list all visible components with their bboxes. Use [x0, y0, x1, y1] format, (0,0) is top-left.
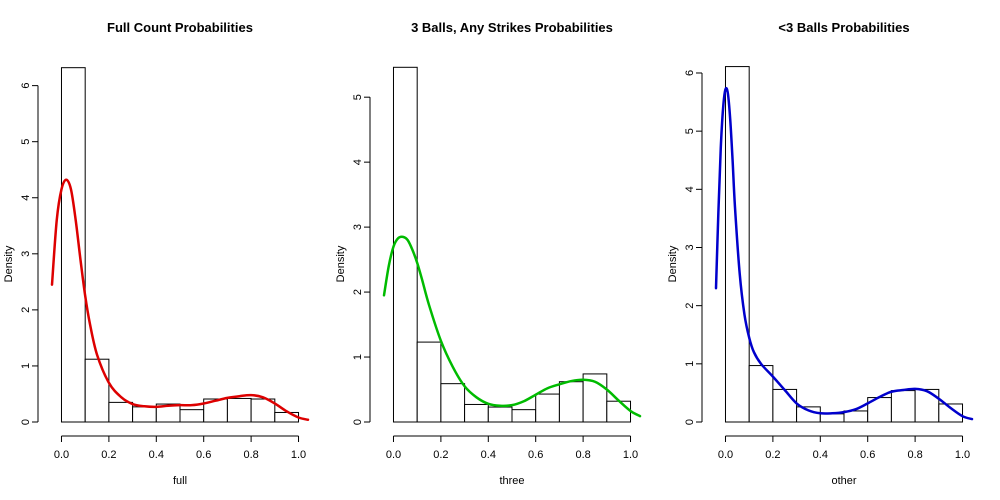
x-axis: 0.0 0.2 0.4 0.6 0.8 1.0 [718, 435, 970, 461]
x-axis: 0.0 0.2 0.4 0.6 0.8 1.0 [54, 435, 306, 461]
x-tick-label: 0.4 [149, 449, 164, 461]
chart-title: Full Count Probabilities [107, 20, 253, 35]
y-tick-label: 1 [352, 354, 364, 360]
histogram-bar [819, 413, 845, 423]
y-tick-label: 2 [352, 289, 364, 295]
panel-under-three-balls: <3 Balls Probabilities other Density 0.0… [667, 20, 974, 487]
y-tick-label: 0 [20, 419, 32, 425]
x-tick-label: 0.2 [101, 449, 116, 461]
x-tick-label: 0.2 [765, 449, 780, 461]
histogram-bar [558, 381, 584, 423]
y-tick-label: 0 [684, 419, 696, 425]
x-axis-label: full [173, 475, 187, 487]
histogram-bars [392, 66, 632, 423]
x-tick-label: 0.4 [481, 449, 496, 461]
x-tick-label: 0.0 [718, 449, 733, 461]
y-tick-label: 5 [20, 139, 32, 145]
y-tick-label: 5 [352, 94, 364, 100]
y-tick-label: 6 [684, 70, 696, 76]
x-tick-label: 1.0 [291, 449, 306, 461]
y-axis: 0 1 2 3 4 5 [352, 94, 371, 425]
x-axis: 0.0 0.2 0.4 0.6 0.8 1.0 [386, 435, 638, 461]
chart-title: <3 Balls Probabilities [778, 20, 909, 35]
histogram-bar [132, 406, 157, 423]
panel-full-count: Full Count Probabilities full Density 0.… [3, 20, 310, 487]
density-curve [50, 178, 310, 422]
y-axis-label: Density [667, 245, 679, 282]
x-tick-label: 0.8 [243, 449, 258, 461]
histogram-bar [226, 397, 252, 423]
histogram-bar [416, 341, 442, 423]
x-tick-label: 0.0 [386, 449, 401, 461]
histogram-bar [84, 358, 110, 423]
y-axis-label: Density [335, 245, 347, 282]
y-tick-label: 1 [684, 361, 696, 367]
x-tick-label: 0.6 [860, 449, 875, 461]
histogram-bar [890, 390, 916, 423]
y-tick-label: 1 [20, 363, 32, 369]
x-tick-label: 0.4 [813, 449, 828, 461]
y-tick-label: 2 [20, 307, 32, 313]
histogram-bar [392, 66, 418, 423]
histogram-bar [511, 409, 537, 423]
y-tick-label: 3 [684, 244, 696, 250]
histogram-bars [724, 66, 964, 423]
y-tick-label: 3 [352, 224, 364, 230]
histogram-bar [250, 398, 276, 423]
y-tick-label: 5 [684, 128, 696, 134]
histogram-bar [108, 401, 134, 423]
y-tick-label: 3 [20, 251, 32, 257]
x-axis-label: other [831, 475, 856, 487]
density-curve [714, 86, 974, 421]
histogram-bar [60, 67, 86, 423]
y-tick-label: 6 [20, 83, 32, 89]
y-tick-label: 0 [352, 419, 364, 425]
y-tick-label: 4 [352, 159, 364, 165]
x-tick-label: 0.0 [54, 449, 69, 461]
histogram-bar [938, 403, 964, 423]
histogram-bars [60, 67, 300, 423]
x-tick-label: 1.0 [623, 449, 638, 461]
y-tick-label: 4 [20, 195, 32, 201]
histogram-bar [772, 388, 798, 423]
y-axis: 0 1 2 3 4 5 6 [20, 83, 39, 425]
histogram-bar [606, 400, 632, 423]
histogram-bar [464, 403, 489, 423]
histogram-bar [535, 393, 560, 423]
y-tick-label: 2 [684, 303, 696, 309]
x-tick-label: 0.2 [433, 449, 448, 461]
chart-title: 3 Balls, Any Strikes Probabilities [411, 20, 613, 35]
y-axis-label: Density [3, 245, 15, 282]
x-tick-label: 0.6 [528, 449, 543, 461]
x-tick-label: 0.8 [907, 449, 922, 461]
x-axis-label: three [499, 475, 524, 487]
x-tick-label: 0.8 [575, 449, 590, 461]
histogram-bar [440, 383, 466, 423]
histogram-bar [179, 409, 205, 423]
y-axis: 0 1 2 3 4 5 6 [684, 70, 703, 425]
x-tick-label: 1.0 [955, 449, 970, 461]
x-tick-label: 0.6 [196, 449, 211, 461]
histogram-bar [914, 388, 940, 423]
y-tick-label: 4 [684, 186, 696, 192]
density-curve [382, 235, 642, 418]
panel-three-balls: 3 Balls, Any Strikes Probabilities three… [335, 20, 642, 487]
histogram-bar [487, 406, 513, 423]
